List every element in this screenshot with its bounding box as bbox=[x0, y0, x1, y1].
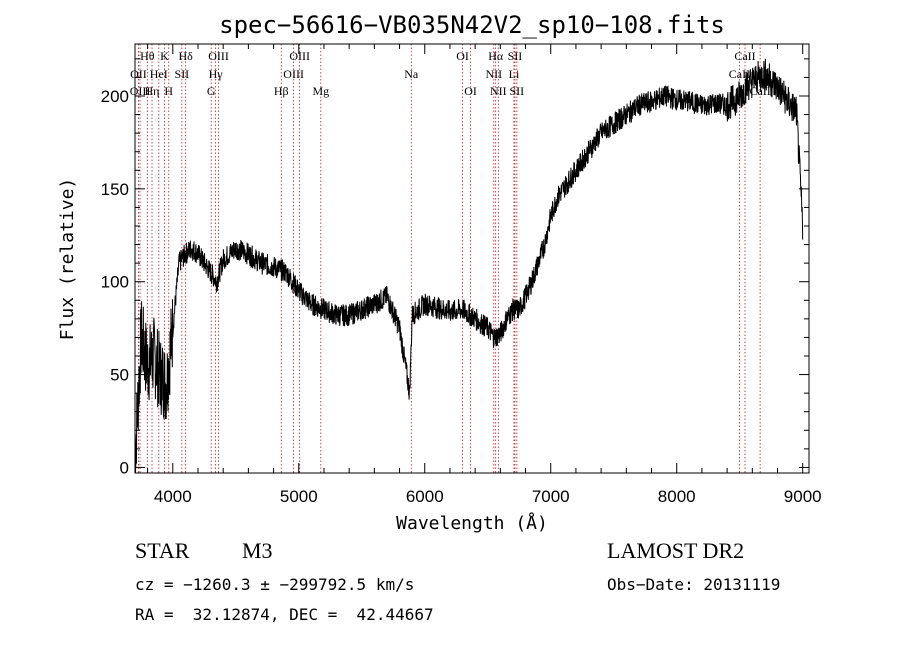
object-subclass: M3 bbox=[242, 538, 273, 563]
line-label: OIII bbox=[283, 67, 304, 81]
line-label: Hη bbox=[145, 84, 160, 98]
line-label: OIII bbox=[208, 49, 229, 63]
line-label: Hδ bbox=[178, 49, 193, 63]
y-tick-label: 0 bbox=[120, 458, 129, 477]
line-label: SII bbox=[175, 67, 190, 81]
line-label: SII bbox=[510, 84, 525, 98]
x-axis-label: Wavelength (Å) bbox=[396, 512, 548, 534]
line-label: Na bbox=[404, 67, 419, 81]
y-axis-label: Flux (relative) bbox=[57, 178, 78, 341]
line-label: CaII bbox=[734, 49, 755, 63]
y-axis: 0 50 100 150 200 bbox=[101, 58, 809, 477]
observation-date: Obs−Date: 20131119 bbox=[607, 575, 781, 594]
x-axis: 4000 5000 6000 7000 8000 9000 bbox=[147, 44, 822, 506]
line-label: SII bbox=[508, 49, 523, 63]
y-tick-label: 50 bbox=[110, 366, 129, 385]
chart-title: spec−56616−VB035N42V2_sp10−108.fits bbox=[219, 11, 725, 39]
x-tick-label: 8000 bbox=[658, 487, 696, 506]
line-label: OI bbox=[464, 84, 477, 98]
line-label: Hγ bbox=[209, 67, 224, 81]
line-label: NII bbox=[490, 84, 507, 98]
x-tick-label: 6000 bbox=[406, 487, 444, 506]
x-tick-label: 5000 bbox=[280, 487, 318, 506]
line-label: OI bbox=[456, 49, 469, 63]
line-label: CaII bbox=[729, 67, 750, 81]
x-tick-label: 4000 bbox=[154, 487, 192, 506]
line-label: Hβ bbox=[274, 84, 289, 98]
object-type: STAR bbox=[135, 538, 190, 563]
x-tick-label: 9000 bbox=[784, 487, 822, 506]
spectrum-line bbox=[134, 58, 804, 474]
survey-name: LAMOST DR2 bbox=[607, 538, 745, 563]
line-label: OII bbox=[130, 67, 147, 81]
line-label: G bbox=[207, 84, 216, 98]
line-label: OIII bbox=[289, 49, 310, 63]
line-label: HeI bbox=[150, 67, 168, 81]
redshift-readout: cz = −1260.3 ± −299792.5 km/s bbox=[135, 575, 415, 594]
coordinates: RA = 32.12874, DEC = 42.44667 bbox=[135, 605, 434, 624]
line-label: H bbox=[164, 84, 173, 98]
line-label: NII bbox=[485, 67, 502, 81]
y-tick-label: 200 bbox=[101, 87, 129, 106]
plot-frame bbox=[134, 43, 810, 474]
line-markers bbox=[138, 44, 761, 473]
line-label: Mg bbox=[312, 84, 329, 98]
line-label: Li bbox=[509, 67, 520, 81]
y-tick-label: 100 bbox=[101, 273, 129, 292]
x-tick-label: 7000 bbox=[532, 487, 570, 506]
y-tick-label: 150 bbox=[101, 180, 129, 199]
line-label: Hα bbox=[488, 49, 504, 63]
line-label: Hθ bbox=[140, 49, 155, 63]
line-label: K bbox=[160, 49, 169, 63]
